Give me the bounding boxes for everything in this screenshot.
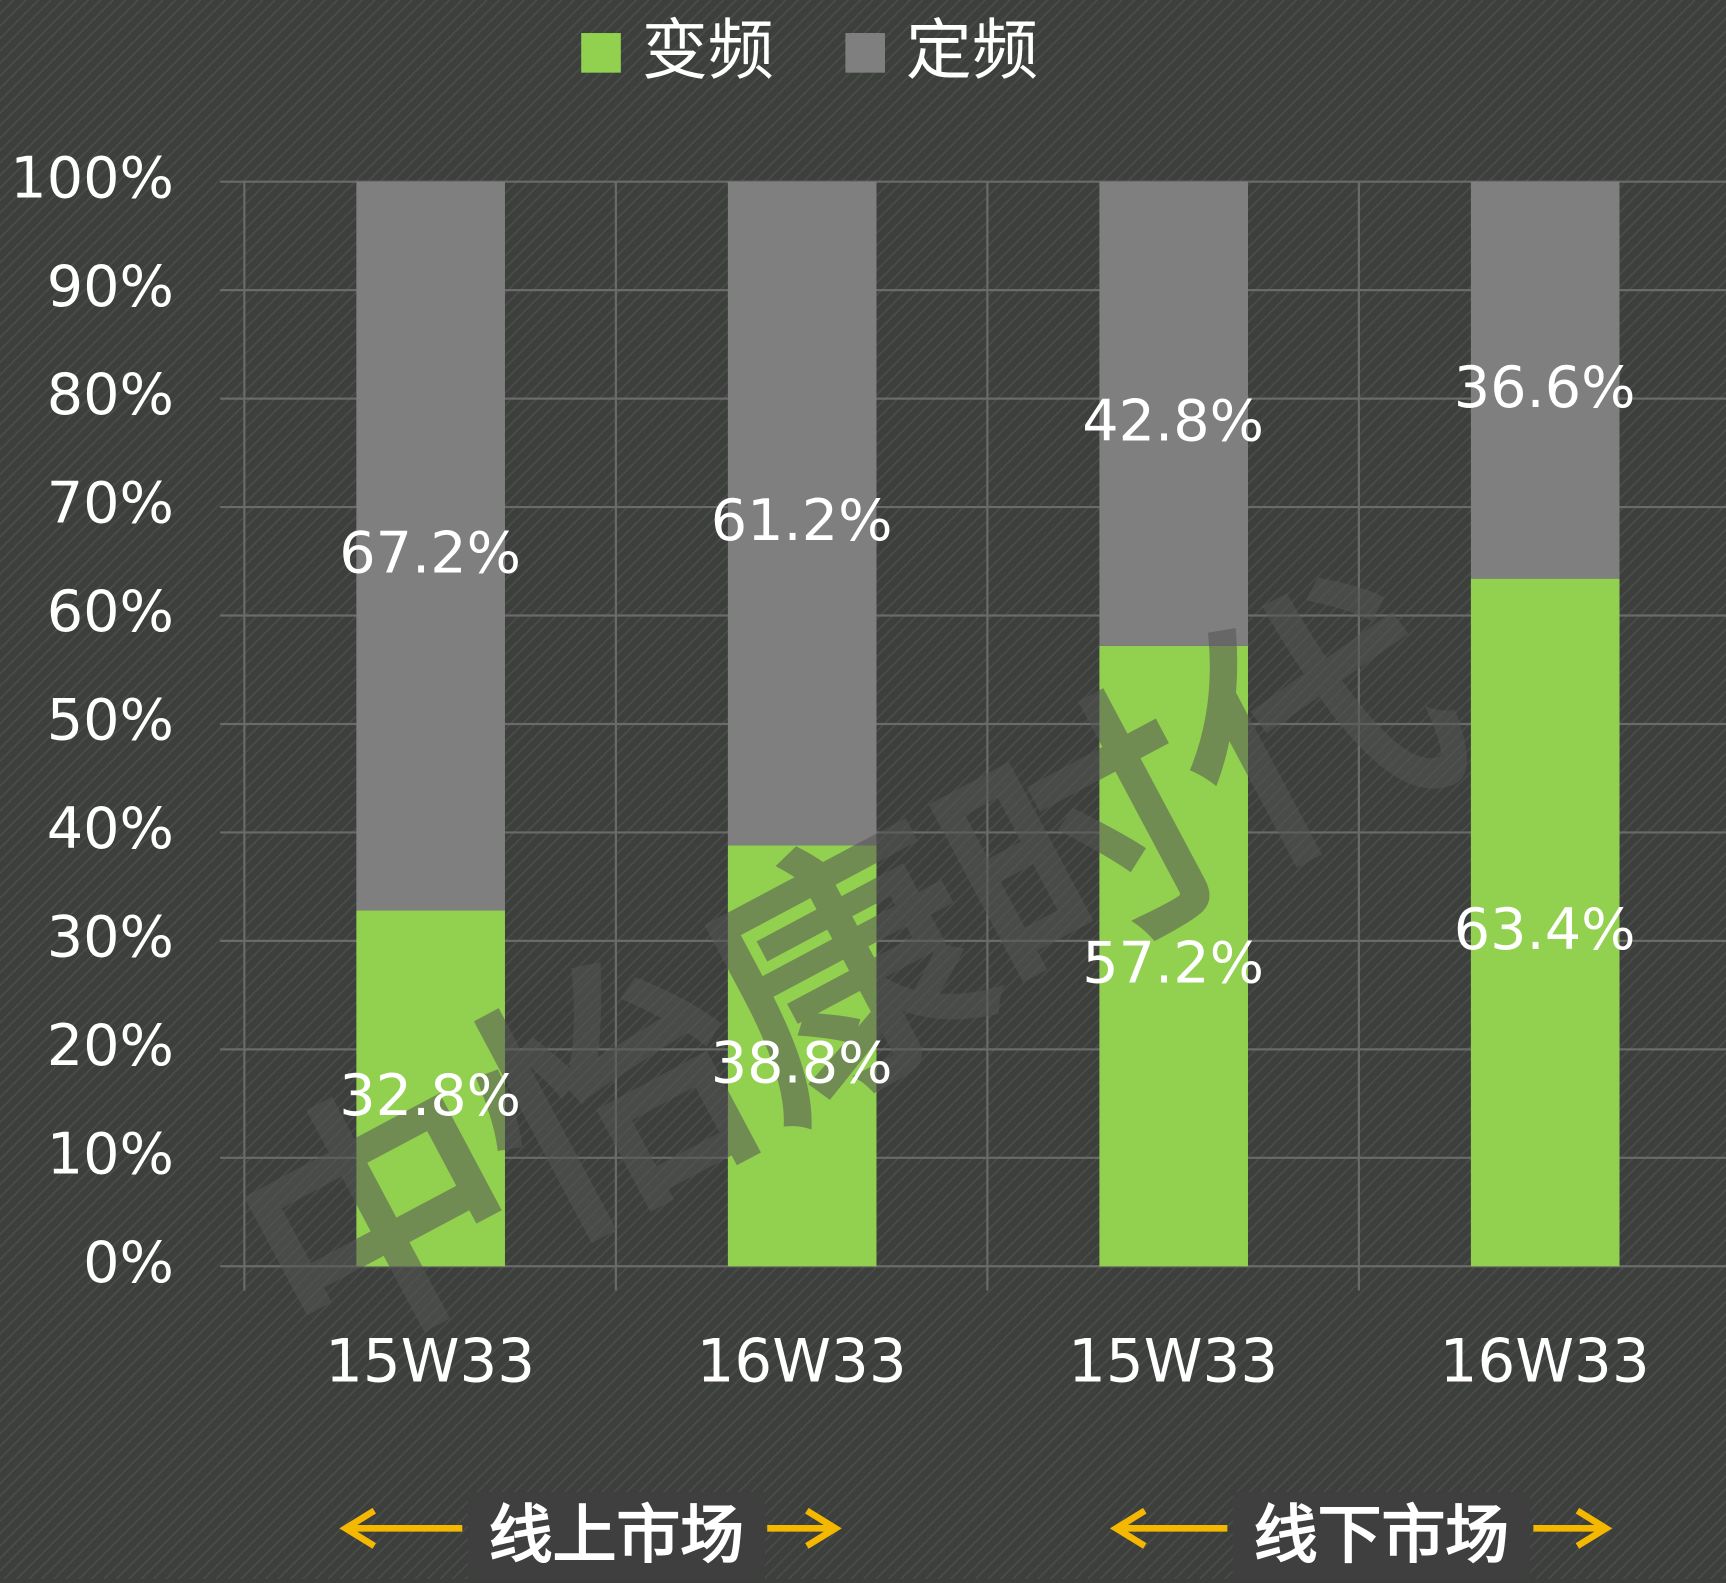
- data-label: 36.6%: [1454, 355, 1636, 421]
- y-tick-label: 50%: [47, 688, 174, 754]
- bar-segment: [356, 910, 505, 1267]
- arrow-head: [805, 1507, 842, 1549]
- y-tick-label: 10%: [47, 1121, 174, 1187]
- y-tick-label: 80%: [47, 362, 174, 428]
- arrow-head: [1109, 1507, 1147, 1549]
- bar-segment: [1099, 181, 1248, 646]
- bar-segment: [1099, 645, 1248, 1267]
- legend-label: 定频: [906, 12, 1038, 89]
- y-tick-label: 0%: [83, 1230, 174, 1296]
- labels: 0% 10% 20% 30% 40% 50% 60% 70% 80% 90% 100% 变频 定频 15W…: [10, 12, 1649, 1396]
- group-box: [1232, 1492, 1531, 1579]
- data-label: 67.2%: [339, 521, 521, 587]
- marks: [356, 181, 1620, 1267]
- data-label: 61.2%: [711, 488, 893, 554]
- legend-swatch: [581, 33, 621, 73]
- y-tick-label: 70%: [47, 471, 174, 537]
- x-tick-label: 16W33: [1440, 1327, 1650, 1396]
- arrow-head: [339, 1507, 376, 1549]
- bar-segment: [1470, 181, 1620, 579]
- x-tick-label: 15W33: [325, 1327, 535, 1396]
- data-label: 42.8%: [1082, 388, 1264, 454]
- arrow-head: [1575, 1507, 1613, 1549]
- legend-swatch: [845, 33, 886, 73]
- y-tick-label: 100%: [10, 145, 174, 211]
- group-label: 线下市场: [1254, 1499, 1509, 1573]
- y-tick-label: 60%: [47, 579, 174, 645]
- data-label: 32.8%: [339, 1063, 521, 1129]
- group-annotations: [339, 1507, 1613, 1549]
- data-label: 57.2%: [1082, 931, 1264, 997]
- group-box: [467, 1492, 766, 1579]
- bar-segment: [727, 181, 877, 846]
- bar-segment: [356, 181, 505, 911]
- data-label: 63.4%: [1454, 897, 1636, 963]
- x-tick-label: 16W33: [697, 1327, 907, 1396]
- group-label: 线上市场: [489, 1499, 744, 1573]
- bar-segment: [727, 845, 877, 1267]
- y-tick-label: 40%: [47, 796, 174, 862]
- y-tick-label: 90%: [47, 254, 174, 320]
- x-tick-label: 15W33: [1068, 1327, 1278, 1396]
- y-tick-label: 20%: [47, 1013, 174, 1079]
- y-tick-label: 30%: [47, 905, 174, 971]
- legend-label: 变频: [642, 12, 774, 89]
- bar-segment: [1470, 578, 1620, 1267]
- data-label: 38.8%: [711, 1031, 893, 1097]
